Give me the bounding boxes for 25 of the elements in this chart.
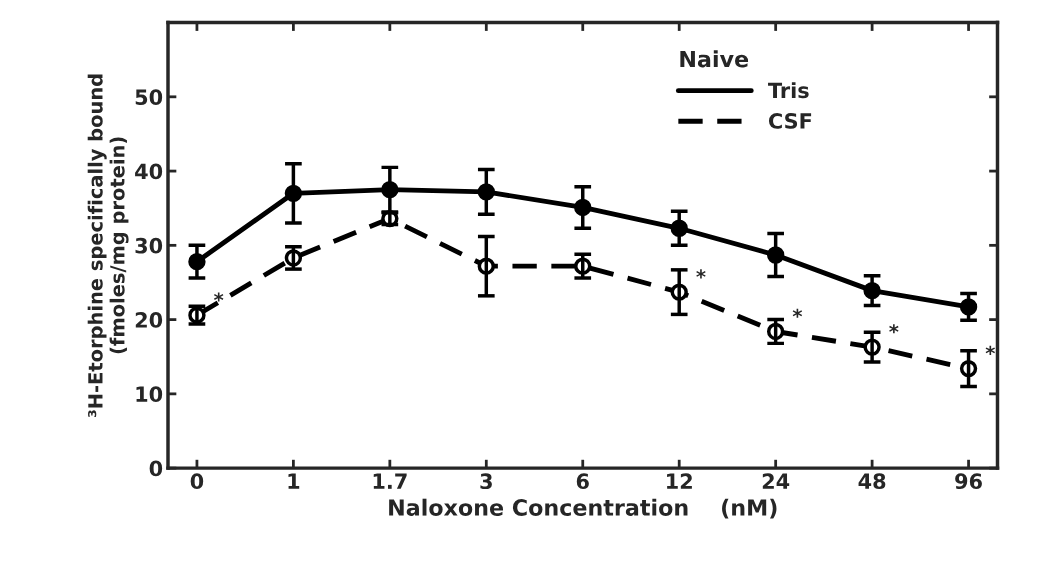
legend-label: Tris [768,82,809,99]
x-tick-label: 3 [480,473,492,490]
y-axis-title: ³H-Etorphine specifically bound (fmoles/mg protein) [87,74,129,417]
x-axis-title: Naloxone Concentration (nM) [389,498,777,519]
y-tick-label: 40 [135,163,163,180]
x-tick-label: 12 [667,473,692,489]
y-tick-label: 30 [135,237,163,254]
annotation: * [213,292,224,302]
x-tick-label: 6 [576,473,589,490]
annotation: * [696,269,706,279]
x-tick-label: 48 [858,473,886,490]
annotation: * [889,324,899,334]
x-tick-label: 1 [288,473,300,489]
y-tick-label: 10 [136,386,163,403]
annotation: * [985,345,996,355]
x-tick-label: 1.7 [373,473,407,489]
y-tick-label: 50 [135,89,163,106]
y-tick-label: 0 [149,460,163,477]
x-tick-label: 24 [762,473,790,489]
legend-label: CSF [768,113,812,129]
y-tick-label: 20 [135,312,163,328]
x-tick-label: 0 [190,473,204,490]
x-tick-label: 96 [955,473,982,490]
legend-title: Naive [680,50,749,68]
annotation: * [792,308,803,318]
